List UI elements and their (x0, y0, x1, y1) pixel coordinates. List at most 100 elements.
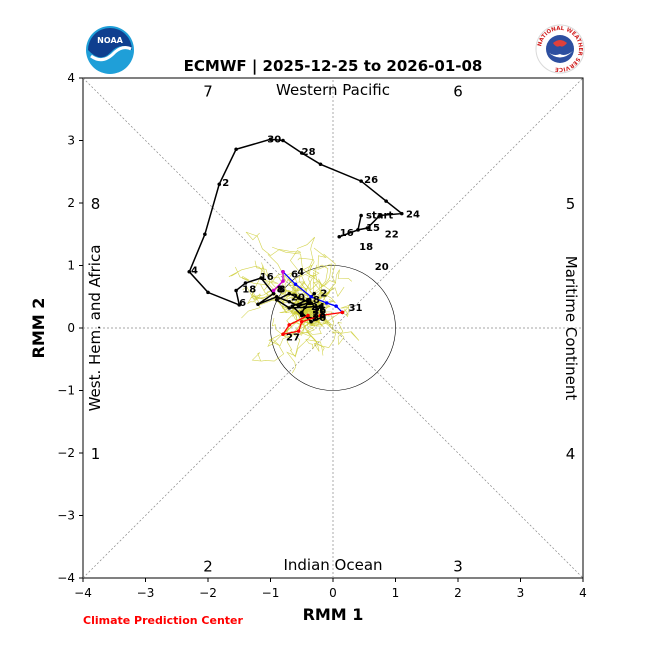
observed-track-point (243, 281, 248, 285)
observed-track-point (299, 313, 304, 318)
x-tick-label: 0 (329, 586, 337, 600)
observed-track-point (299, 310, 304, 315)
date-label: 31 (349, 303, 363, 314)
observed-track-point (268, 137, 273, 142)
forecast-week1-track-point (309, 294, 313, 299)
ensemble-member-line (299, 315, 323, 351)
date-label: 22 (299, 297, 313, 308)
y-tick-label: −4 (57, 571, 75, 585)
region-label-bottom: Indian Ocean (283, 556, 382, 574)
forecast-week2-track-point (318, 313, 323, 318)
observed-track-point (237, 303, 242, 307)
y-tick-label: 4 (67, 71, 75, 85)
date-label: 30 (267, 134, 281, 145)
observed-track-point (271, 291, 276, 296)
observed-track-point (234, 288, 238, 293)
x-tick-label: −1 (262, 586, 280, 600)
forecast-week1-track-point (293, 282, 298, 287)
y-axis-label: RMM 2 (29, 298, 48, 359)
observed-track-point (287, 299, 292, 304)
ensemble-member-line (313, 253, 337, 310)
phase-number: 6 (453, 83, 463, 101)
date-label: 8 (277, 284, 284, 295)
observed-track-point (259, 276, 263, 280)
date-label: 20 (375, 262, 389, 273)
observed-track-point (312, 291, 317, 296)
date-label: 2 (320, 289, 327, 300)
date-label: start (366, 211, 393, 222)
observed-track-point (206, 290, 210, 295)
x-tick-label: 1 (392, 586, 400, 600)
observed-track-point (274, 294, 279, 299)
date-label: 18 (242, 284, 256, 295)
ensemble-member-line (251, 309, 308, 362)
observed-track-point (234, 147, 238, 152)
x-tick-label: 4 (579, 586, 587, 600)
phase-number: 3 (453, 558, 463, 576)
region-label-top: Western Pacific (276, 81, 390, 99)
observed-track-point (290, 304, 295, 308)
phase-number: 5 (566, 195, 576, 213)
forecast-start-track-point (271, 288, 276, 293)
observed-track-point (217, 182, 222, 187)
date-label: 24 (311, 302, 325, 313)
x-axis-label: RMM 1 (303, 605, 364, 624)
credit-text: Climate Prediction Center (83, 614, 243, 627)
forecast-start-track-point (281, 269, 285, 274)
observed-track-point (203, 232, 207, 237)
observed-track-point (281, 138, 285, 143)
observed-track-point (303, 305, 307, 310)
forecast-week1-track-point (334, 304, 338, 308)
nws-logo: NATIONAL WEATHER SERVICE (535, 24, 585, 74)
observed-track-point (256, 302, 260, 307)
y-tick-label: 2 (67, 196, 75, 210)
date-label: 16 (340, 228, 354, 239)
x-tick-label: 2 (454, 586, 462, 600)
phase-guides (82, 77, 584, 579)
observed-track-point (359, 179, 363, 183)
phase-number: 1 (91, 445, 101, 463)
phase-number: 7 (203, 83, 213, 101)
date-label: 8 (279, 284, 286, 295)
ensemble-member-line (313, 304, 345, 346)
phase-number: 2 (203, 558, 213, 576)
forecast-week2-track-point (340, 310, 345, 315)
date-label: 8 (313, 295, 320, 306)
observed-track-point (378, 213, 382, 218)
date-label: 18 (359, 242, 373, 253)
forecast-week2-track-point (296, 329, 301, 333)
observed-track-point (287, 291, 292, 296)
x-tick-label: 3 (517, 586, 525, 600)
forecast-start-track-point (281, 279, 285, 283)
ensemble-member-line (271, 310, 318, 338)
observed-track-point (321, 314, 326, 319)
ensemble-member-line (245, 231, 322, 303)
date-label: 4 (191, 266, 198, 277)
observed-track-point (318, 304, 323, 308)
date-label: 20 (291, 292, 305, 303)
observed-track-point (399, 211, 404, 216)
observed-track-point (296, 304, 301, 308)
observed-track-point (318, 162, 323, 167)
noaa-logo: NOAA (86, 26, 134, 74)
date-label: 22 (385, 229, 399, 240)
observed-track-point (365, 226, 370, 230)
y-tick-label: 1 (67, 259, 75, 273)
phase-number: 4 (566, 445, 576, 463)
forecast-week1-track-point (324, 301, 329, 305)
observed-track-point (274, 298, 279, 302)
region-label-left: West. Hem. and Africa (86, 245, 104, 412)
observed-track-point (306, 298, 310, 302)
date-label: 26 (312, 306, 326, 317)
date-label: 16 (260, 272, 274, 283)
date-label: 30 (312, 313, 326, 324)
phase-number: 8 (91, 195, 101, 213)
observed-track-point (299, 151, 304, 155)
date-label: 26 (364, 175, 378, 186)
observed-track-point (296, 296, 301, 300)
observed-track-point (309, 301, 313, 305)
date-label: 15 (366, 223, 380, 234)
forecast-week2-track-point (281, 332, 285, 337)
observed-track-point (359, 213, 363, 218)
